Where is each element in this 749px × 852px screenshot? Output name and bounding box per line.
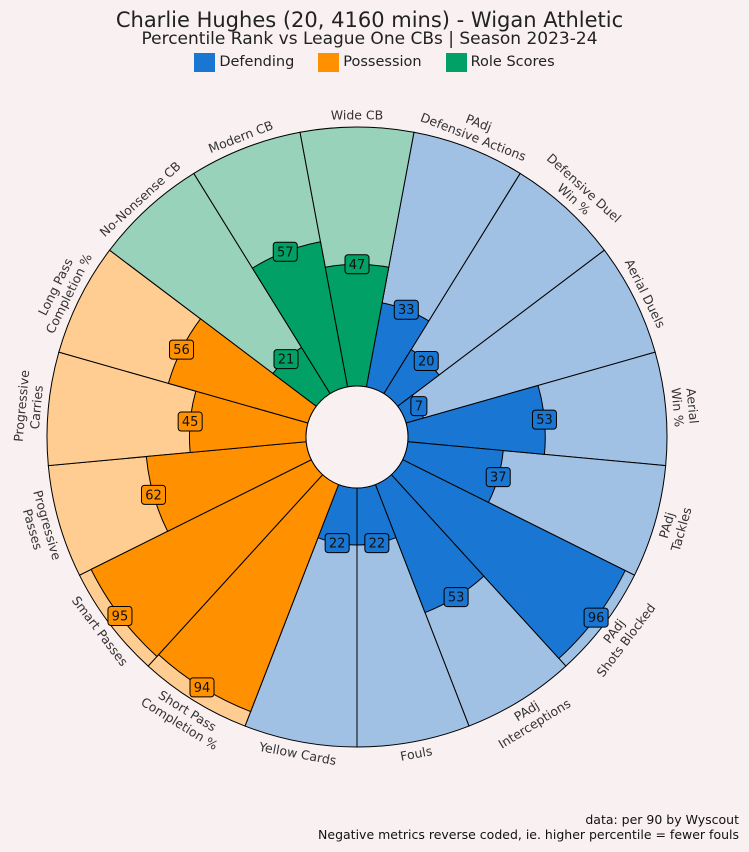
value-text-padj-interceptions: 53 <box>448 591 465 606</box>
value-box-padj-defensive-actions <box>393 299 419 320</box>
value-box-modern-cb <box>272 241 298 262</box>
value-box-progressive-carries <box>177 411 203 432</box>
value-text-long-pass-completion: 56 <box>173 343 190 358</box>
value-label-padj-shots-blocked: 96 <box>583 607 609 628</box>
value-text-smart-passes: 95 <box>112 610 129 625</box>
footer-note: data: per 90 by Wyscout Negative metrics… <box>318 812 739 842</box>
category-label-progressive-carries: ProgressiveCarries <box>11 369 48 444</box>
footer-disclaimer: Negative metrics reverse coded, ie. high… <box>318 827 739 842</box>
value-box-aerial-duels <box>410 396 428 417</box>
value-text-aerial-win: 53 <box>536 413 553 428</box>
value-text-wide-cb: 47 <box>349 258 366 273</box>
value-box-defensive-duel-win <box>413 351 439 372</box>
chart-subtitle: Percentile Rank vs League One CBs | Seas… <box>141 29 598 49</box>
value-text-aerial-duels: 7 <box>415 400 423 415</box>
legend-item-possession: Possession <box>318 52 422 72</box>
value-box-progressive-passes <box>140 484 166 505</box>
value-text-short-pass-completion: 94 <box>194 681 211 696</box>
value-label-long-pass-completion: 56 <box>169 339 195 360</box>
legend-swatch-role-scores <box>445 52 467 72</box>
value-label-modern-cb: 57 <box>272 241 298 262</box>
value-text-modern-cb: 57 <box>277 245 294 260</box>
value-label-smart-passes: 95 <box>107 606 133 627</box>
legend-label-defending: Defending <box>219 54 295 70</box>
legend-item-role-scores: Role Scores <box>445 52 555 72</box>
value-labels: 33 20 7 53 37 96 53 22 22 94 95 62 45 56 21 57 47 <box>107 241 609 698</box>
legend: Defending Possession Role Scores <box>0 52 749 72</box>
value-label-no-nonsense-cb: 21 <box>273 349 299 370</box>
category-label-padj-tackles: PAdjTackles <box>653 501 694 553</box>
legend-label-role-scores: Role Scores <box>470 54 555 70</box>
footer-source: data: per 90 by Wyscout <box>585 812 739 827</box>
value-box-padj-tackles <box>485 467 511 488</box>
center-hole <box>305 385 409 489</box>
legend-swatch-possession <box>318 52 340 72</box>
value-box-padj-interceptions <box>443 587 469 608</box>
value-label-progressive-carries: 45 <box>177 411 203 432</box>
value-label-padj-defensive-actions: 33 <box>393 299 419 320</box>
value-text-progressive-passes: 62 <box>145 488 162 503</box>
legend-label-possession: Possession <box>343 54 422 70</box>
value-text-yellow-cards: 22 <box>329 537 346 552</box>
value-label-fouls: 22 <box>364 533 390 554</box>
value-box-short-pass-completion <box>189 677 215 698</box>
value-box-wide-cb <box>344 254 370 275</box>
value-box-aerial-win <box>531 409 557 430</box>
value-box-long-pass-completion <box>169 339 195 360</box>
value-text-padj-tackles: 37 <box>490 471 507 486</box>
value-text-padj-defensive-actions: 33 <box>398 303 415 318</box>
value-label-yellow-cards: 22 <box>324 533 350 554</box>
value-label-short-pass-completion: 94 <box>189 677 215 698</box>
category-label-wide-cb: Wide CB <box>331 108 383 123</box>
legend-item-defending: Defending <box>194 52 294 72</box>
legend-swatch-defending <box>194 52 216 72</box>
value-text-fouls: 22 <box>369 537 386 552</box>
value-box-padj-shots-blocked <box>583 607 609 628</box>
value-box-no-nonsense-cb <box>273 349 299 370</box>
category-label-fouls: Fouls <box>399 743 434 764</box>
category-label-aerial-win: AerialWin % <box>668 386 702 428</box>
value-label-defensive-duel-win: 20 <box>413 351 439 372</box>
value-label-wide-cb: 47 <box>344 254 370 275</box>
value-label-aerial-win: 53 <box>531 409 557 430</box>
value-text-no-nonsense-cb: 21 <box>278 353 295 368</box>
value-text-padj-shots-blocked: 96 <box>588 611 605 626</box>
value-box-yellow-cards <box>324 533 350 554</box>
value-label-padj-tackles: 37 <box>485 467 511 488</box>
value-box-smart-passes <box>107 606 133 627</box>
value-text-defensive-duel-win: 20 <box>418 355 435 370</box>
value-label-aerial-duels: 7 <box>410 396 428 417</box>
value-text-progressive-carries: 45 <box>182 415 199 430</box>
value-box-fouls <box>364 533 390 554</box>
value-bars <box>90 241 626 713</box>
chart-title: Charlie Hughes (20, 4160 mins) - Wigan A… <box>115 8 624 32</box>
value-label-progressive-passes: 62 <box>140 484 166 505</box>
value-label-padj-interceptions: 53 <box>443 587 469 608</box>
